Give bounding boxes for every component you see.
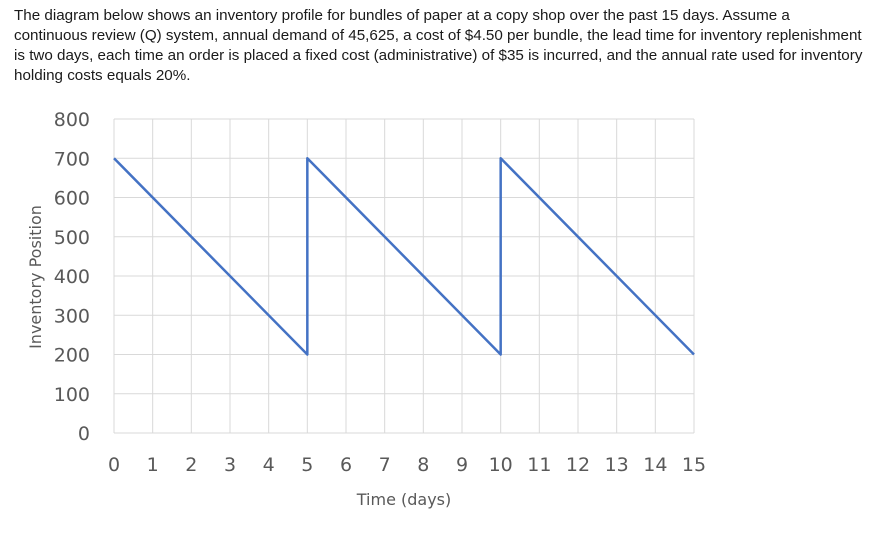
y-tick-label: 0 — [78, 423, 90, 445]
x-tick-label: 2 — [185, 454, 197, 476]
x-tick-label: 8 — [417, 454, 429, 476]
x-tick-label: 15 — [682, 454, 706, 476]
x-tick-label: 9 — [456, 454, 468, 476]
y-tick-label: 500 — [54, 227, 90, 249]
y-tick-label: 300 — [54, 305, 90, 327]
x-tick-label: 13 — [605, 454, 629, 476]
x-tick-label: 1 — [147, 454, 159, 476]
x-tick-label: 0 — [108, 454, 120, 476]
x-tick-label: 11 — [527, 454, 551, 476]
y-tick-label: 700 — [54, 148, 90, 170]
x-tick-label: 4 — [263, 454, 275, 476]
inventory-series-line — [113, 157, 695, 356]
y-axis-title: Inventory Position — [26, 205, 45, 349]
y-tick-label: 400 — [54, 266, 90, 288]
x-tick-label: 3 — [224, 454, 236, 476]
y-tick-label: 800 — [54, 109, 90, 131]
x-tick-label: 6 — [340, 454, 352, 476]
x-tick-label: 12 — [566, 454, 590, 476]
y-tick-label: 200 — [54, 345, 90, 367]
x-axis-title: Time (days) — [356, 490, 452, 509]
gridlines — [113, 118, 695, 434]
question-text: The diagram below shows an inventory pro… — [14, 7, 863, 84]
y-tick-label: 600 — [54, 188, 90, 210]
x-tick-label: 7 — [379, 454, 391, 476]
y-tick-labels: 0 100 200 300 400 500 600 700 800 — [54, 109, 90, 445]
y-tick-label: 100 — [54, 384, 90, 406]
x-tick-labels: 0 1 2 3 4 5 6 7 8 9 10 11 12 13 14 15 — [108, 454, 706, 476]
x-tick-label: 14 — [643, 454, 667, 476]
series-layer — [113, 157, 695, 356]
x-tick-label: 5 — [301, 454, 313, 476]
x-tick-label: 10 — [489, 454, 513, 476]
